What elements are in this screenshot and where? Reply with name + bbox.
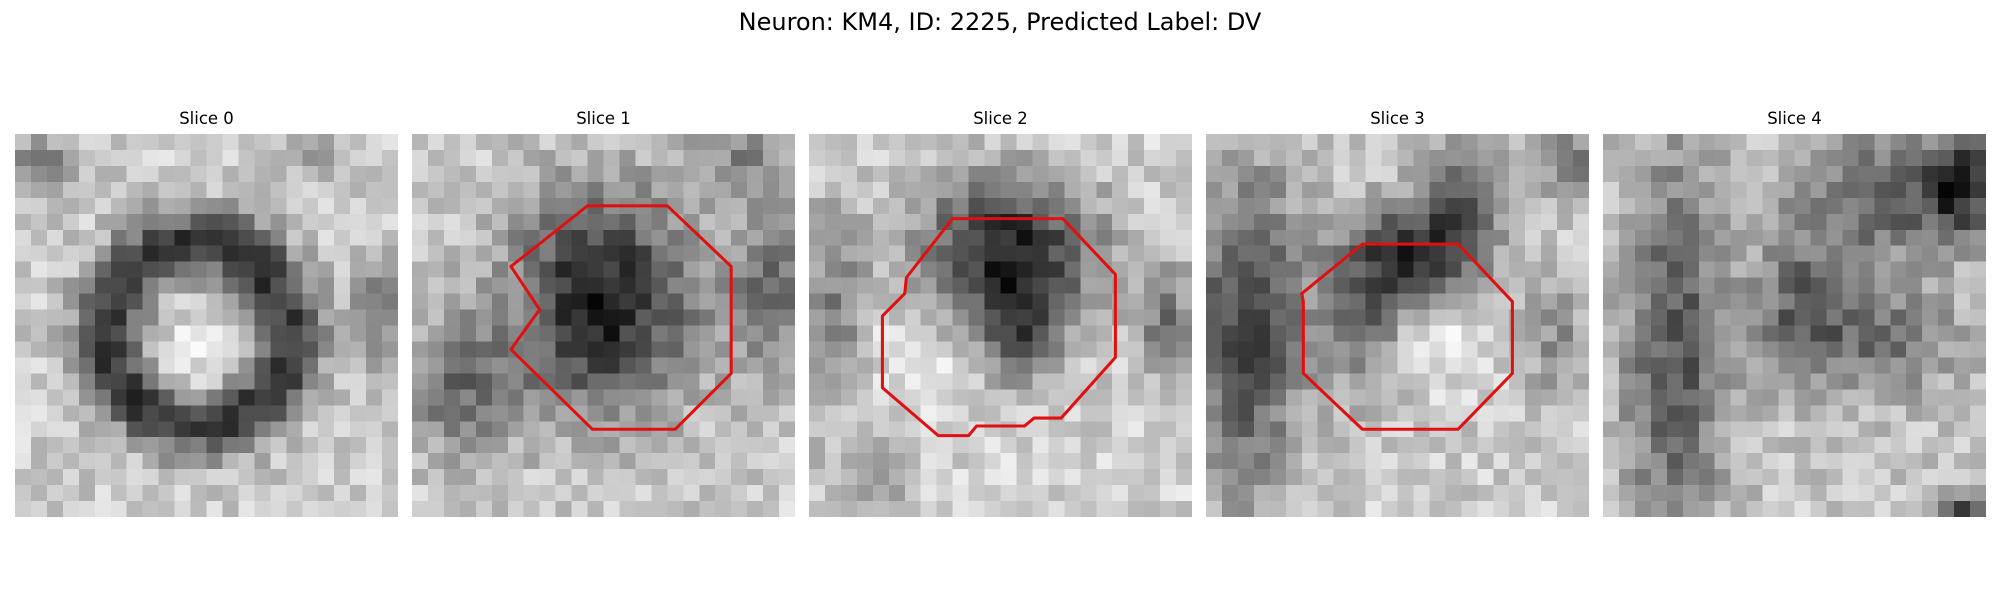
roi-contour <box>509 204 733 431</box>
slice-title: Slice 0 <box>179 109 234 128</box>
slice-title: Slice 4 <box>1767 109 1822 128</box>
slice-title: Slice 3 <box>1370 109 1425 128</box>
slice-image <box>412 134 795 517</box>
figure-title: Neuron: KM4, ID: 2225, Predicted Label: … <box>738 8 1262 36</box>
slice-panel-1: Slice 1 <box>412 108 795 517</box>
slice-panel-0: Slice 0 <box>15 108 398 517</box>
slice-image <box>15 134 398 517</box>
slice-title: Slice 1 <box>576 109 631 128</box>
slice-image <box>1206 134 1589 517</box>
slice-panel-4: Slice 4 <box>1603 108 1986 517</box>
roi-contour <box>880 217 1117 438</box>
slice-panel-3: Slice 3 <box>1206 108 1589 517</box>
slice-panel-2: Slice 2 <box>809 108 1192 517</box>
slice-title: Slice 2 <box>973 109 1028 128</box>
slice-image <box>1603 134 1986 517</box>
slice-image <box>809 134 1192 517</box>
roi-contour <box>1300 242 1514 431</box>
